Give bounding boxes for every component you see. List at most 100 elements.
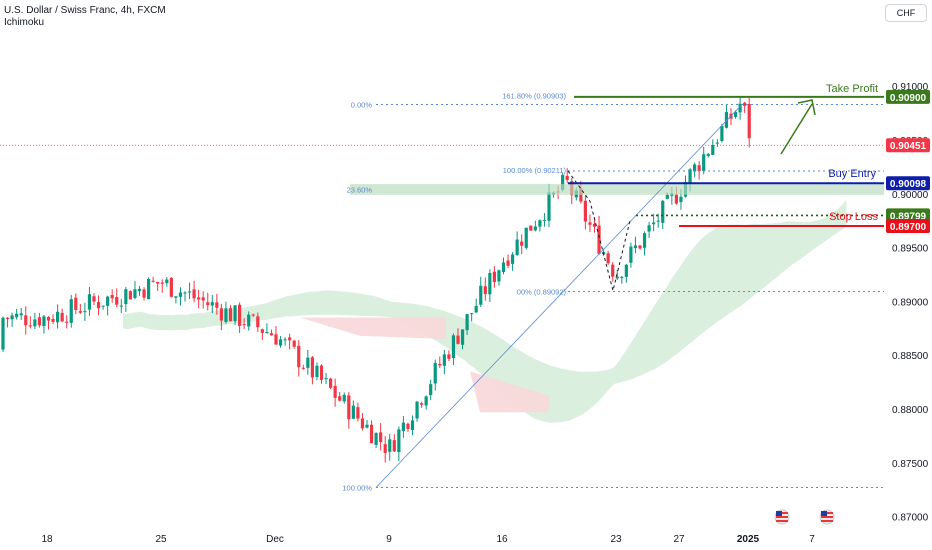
candle-body (392, 440, 396, 452)
candle-body (192, 289, 196, 299)
candle-body (456, 335, 460, 344)
candle-body (611, 264, 615, 277)
candle-body (83, 311, 87, 313)
candle-body (538, 220, 542, 227)
candle-body (665, 194, 669, 199)
candle-body (474, 306, 478, 313)
fib-236-label: 23.60% (347, 185, 373, 194)
candle-body (633, 245, 638, 249)
candle-body (702, 154, 706, 171)
buy-entry-price-badge-bg (886, 176, 930, 191)
currency-button[interactable]: CHF (885, 4, 927, 22)
candle-body (506, 260, 510, 266)
candle-body (465, 314, 469, 331)
cloud-bull (123, 199, 847, 423)
candle-body (133, 289, 137, 298)
candle-body (652, 222, 656, 225)
time-tick-label: 25 (155, 534, 167, 545)
price-tick-label: 0.88000 (892, 405, 929, 416)
cloud-bear (300, 317, 446, 340)
candle-body (679, 196, 683, 203)
time-axis: 18 25 Dec 9 16 23 27 2025 7 (41, 534, 815, 545)
candle-body (37, 317, 41, 326)
candle-body (183, 292, 187, 294)
candle-body (151, 280, 155, 282)
candle-body (492, 271, 496, 282)
candle-body (147, 278, 151, 300)
candle-body (274, 334, 278, 345)
candle-body (101, 305, 105, 307)
candle-body (165, 279, 169, 284)
candle-body (119, 305, 123, 307)
candle-body (260, 329, 264, 333)
candle-body (233, 305, 237, 322)
fib-lower-label: 00% (0.89092) (517, 287, 567, 296)
candle-body (178, 292, 183, 297)
candle-body (497, 270, 501, 282)
retracement-dashed (567, 170, 631, 291)
candle-body (24, 315, 28, 326)
candle-body (647, 225, 651, 232)
candle-body (297, 345, 301, 368)
time-tick-label: 23 (610, 534, 622, 545)
price-tick-label: 0.90000 (892, 190, 929, 201)
candle-body (451, 335, 456, 359)
take-profit-price-badge-bg (886, 89, 930, 104)
candle-body (106, 296, 110, 306)
candle-body (219, 308, 223, 321)
candle-body (379, 432, 383, 443)
candle-body (720, 125, 724, 142)
candle-body (433, 362, 437, 384)
candle-body (269, 333, 274, 336)
us-flag-icon[interactable] (819, 509, 835, 525)
candle-body (488, 272, 492, 295)
candle-body (529, 225, 533, 231)
candle-body (515, 239, 519, 255)
stop-loss-price-badge-bg (886, 219, 930, 234)
candle-body (374, 433, 378, 445)
candle-body (410, 420, 415, 430)
candle-body (137, 288, 142, 292)
candle-body (597, 225, 601, 254)
candle-body (442, 354, 446, 366)
overlays (0, 95, 884, 489)
candle-body (5, 317, 10, 319)
candle-body (424, 396, 428, 406)
take-profit-label: Take Profit (826, 83, 878, 95)
candle-body (238, 304, 242, 326)
candle-body (365, 424, 369, 428)
candle-body (306, 357, 310, 368)
candle-body (319, 365, 324, 380)
candle-body (51, 318, 55, 322)
candle-body (406, 423, 410, 429)
candle-body (629, 246, 633, 263)
price-tick-label: 0.87500 (892, 459, 929, 470)
candle-body (460, 329, 465, 345)
candle-body (96, 302, 101, 309)
candle-body (697, 165, 701, 171)
candle-body (388, 439, 392, 452)
candle-body (688, 169, 692, 184)
candle-body (429, 384, 433, 396)
candle-body (674, 194, 678, 204)
candle-body (711, 145, 715, 155)
candle-body (656, 220, 660, 222)
candle-body (278, 339, 283, 346)
us-flag-icon[interactable] (774, 509, 790, 525)
candle-body (415, 401, 419, 419)
candle-body (420, 403, 424, 405)
candle-body (606, 253, 610, 264)
candle-body (533, 226, 537, 231)
candle-body (329, 378, 333, 388)
indicator-label[interactable]: Ichimoku (4, 17, 45, 28)
candle-body (201, 297, 205, 301)
candle-body (747, 104, 751, 139)
cloud-bear (470, 371, 550, 413)
candle-body (501, 262, 506, 273)
candle-body (110, 294, 114, 299)
candle-body (470, 313, 474, 315)
candle-body (356, 407, 360, 419)
candle-body (706, 153, 710, 156)
candle-body (256, 316, 260, 328)
